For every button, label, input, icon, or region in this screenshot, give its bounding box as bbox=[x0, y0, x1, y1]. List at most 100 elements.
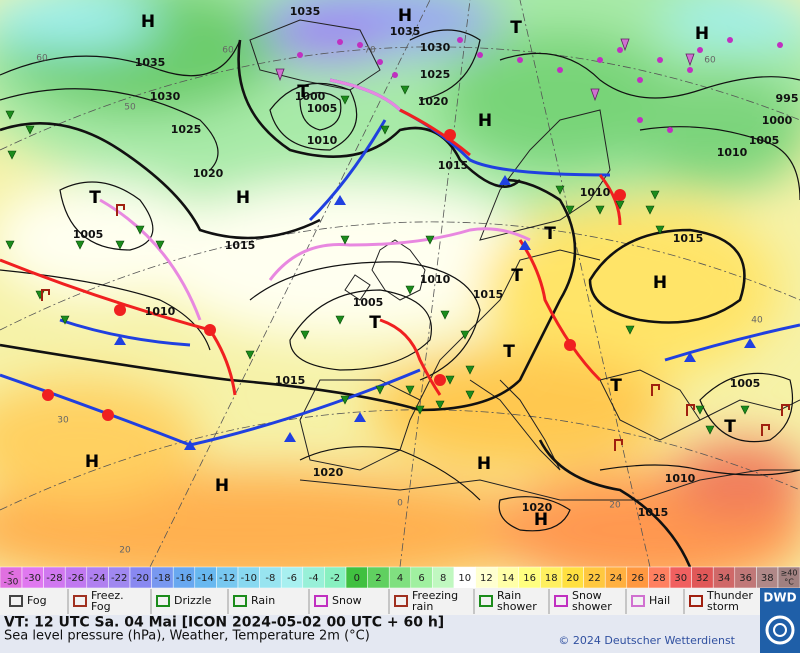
map-labels: 1035 1035 1030 1025 1020 1015 1035 1030 1025 1020… bbox=[36, 5, 798, 556]
legend-icon bbox=[314, 595, 328, 607]
rain-shower-symbol bbox=[440, 310, 450, 320]
legend-icon bbox=[233, 595, 247, 607]
snow-symbol bbox=[777, 42, 783, 48]
scale-label: -10 bbox=[241, 573, 257, 584]
pressure-center: T bbox=[369, 313, 381, 333]
isobar-label: 1005 bbox=[730, 377, 761, 390]
thunder-symbol bbox=[41, 289, 50, 301]
snow-symbol bbox=[657, 57, 663, 63]
scale-label: -24 bbox=[89, 573, 105, 584]
isobar-label: 1015 bbox=[275, 374, 306, 387]
isobar-label: 1015 bbox=[473, 288, 504, 301]
snow-symbol bbox=[697, 47, 703, 53]
legend-label: Hail bbox=[649, 594, 670, 607]
legend-background bbox=[0, 588, 760, 615]
rain-shower-symbol bbox=[555, 185, 565, 195]
isobars bbox=[0, 29, 800, 567]
legend-label: Fog bbox=[27, 594, 47, 607]
scale-label: 16 bbox=[523, 573, 536, 584]
scale-label: -18 bbox=[154, 573, 170, 584]
rain-shower-symbol bbox=[7, 150, 17, 160]
rain-shower-symbol bbox=[655, 225, 665, 235]
legend-icon bbox=[156, 595, 170, 607]
rain-shower-symbol bbox=[300, 330, 310, 340]
graticule-label: 60 bbox=[36, 54, 48, 64]
rain-shower-symbol bbox=[5, 240, 15, 250]
scale-label: -30 bbox=[25, 573, 41, 584]
legend-label: Snow bbox=[332, 594, 362, 607]
thunder-symbol bbox=[686, 404, 695, 416]
snow-symbol bbox=[392, 72, 398, 78]
scale-label: 14 bbox=[502, 573, 515, 584]
rain-shower-symbol bbox=[405, 285, 415, 295]
logo-icon bbox=[765, 615, 795, 645]
rain-shower-symbol bbox=[705, 425, 715, 435]
copyright: © 2024 Deutscher Wetterdienst bbox=[558, 634, 735, 647]
rain-shower-symbol bbox=[435, 400, 445, 410]
isobar-label: 1010 bbox=[665, 472, 696, 485]
scale-label: -28 bbox=[46, 573, 62, 584]
snow-symbol bbox=[377, 59, 383, 65]
fronts bbox=[0, 78, 800, 450]
scale-label: -4 bbox=[309, 573, 319, 584]
isobar-label: 1020 bbox=[313, 466, 344, 479]
description: Sea level pressure (hPa), Weather, Tempe… bbox=[4, 629, 370, 644]
scale-label: 18 bbox=[545, 573, 558, 584]
isobar-label: 1000 bbox=[762, 114, 793, 127]
isobar-label: 1005 bbox=[307, 102, 338, 115]
graticule bbox=[0, 0, 800, 567]
scale-label: -20 bbox=[133, 573, 149, 584]
rain-shower-symbol bbox=[460, 330, 470, 340]
hail-symbol bbox=[685, 53, 695, 67]
weather-symbols bbox=[5, 37, 790, 451]
rain-shower-symbol bbox=[445, 375, 455, 385]
isobar-label: 1015 bbox=[638, 506, 669, 519]
isobar-label: 1015 bbox=[673, 232, 704, 245]
rain-shower-symbol bbox=[340, 395, 350, 405]
legend-icon bbox=[689, 595, 703, 607]
snow-symbol bbox=[727, 37, 733, 43]
scale-label: 10 bbox=[458, 573, 471, 584]
scale-label: 0 bbox=[354, 573, 360, 584]
rain-shower-symbol bbox=[465, 365, 475, 375]
isobar-label: 995 bbox=[776, 92, 799, 105]
snow-symbol bbox=[687, 67, 693, 73]
legend-label: Snow shower bbox=[572, 589, 612, 613]
legend-label: Rain bbox=[251, 594, 275, 607]
pressure-center: T bbox=[89, 188, 101, 208]
hail-symbol bbox=[275, 68, 285, 82]
legend-icon bbox=[394, 595, 408, 607]
rain-shower-symbol bbox=[565, 205, 575, 215]
rain-shower-symbol bbox=[415, 405, 425, 415]
scale-label: 12 bbox=[480, 573, 493, 584]
thunder-symbol bbox=[116, 204, 125, 216]
isobar-label: 1035 bbox=[290, 5, 321, 18]
snow-symbol bbox=[637, 117, 643, 123]
pressure-center: T bbox=[724, 417, 736, 437]
scale-label: 26 bbox=[631, 573, 644, 584]
color-scale: <-30 -30 -28 -26 -24 -22 -20 -18 -16 -14 -12 -10 -8-… bbox=[0, 566, 800, 589]
pressure-center: T bbox=[510, 18, 522, 38]
scale-label: 30 bbox=[674, 573, 687, 584]
snow-symbol bbox=[597, 57, 603, 63]
graticule-label: 30 bbox=[57, 416, 69, 426]
legend-icon bbox=[631, 595, 645, 607]
isobar-label: 1025 bbox=[171, 123, 202, 136]
rain-shower-symbol bbox=[60, 315, 70, 325]
isobar-label: 1010 bbox=[717, 146, 748, 159]
legend-label: Freez. Fog bbox=[91, 589, 124, 613]
isobar-label: 1025 bbox=[420, 68, 451, 81]
snow-symbol bbox=[477, 52, 483, 58]
legend-icon bbox=[479, 595, 493, 607]
graticule-label: 60 bbox=[704, 56, 716, 66]
scale-label: -26 bbox=[68, 573, 84, 584]
map-area: 1035 1035 1030 1025 1020 1015 1035 1030 1025 1020… bbox=[0, 0, 800, 567]
snow-symbol bbox=[617, 47, 623, 53]
scale-label: -6 bbox=[287, 573, 297, 584]
legend-icon bbox=[73, 595, 87, 607]
pressure-center: H bbox=[534, 510, 548, 530]
scale-label: 2 bbox=[375, 573, 381, 584]
pressure-center: T bbox=[610, 376, 622, 396]
isobar-label: 1020 bbox=[418, 95, 449, 108]
